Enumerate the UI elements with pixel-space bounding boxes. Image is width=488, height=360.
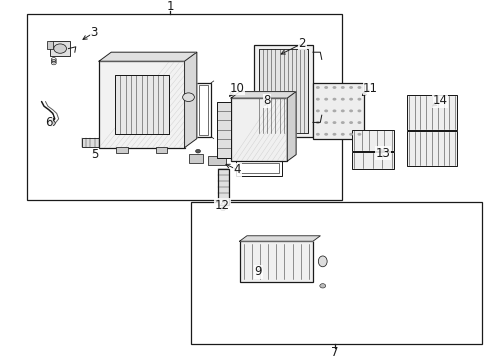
Text: 13: 13 [375,147,389,159]
Circle shape [357,109,361,112]
Bar [239,163,279,174]
Circle shape [332,98,336,100]
Circle shape [315,109,319,112]
Text: 14: 14 [432,94,447,107]
Bar [254,45,312,137]
Circle shape [340,133,344,136]
Bar [27,14,342,200]
Bar [115,75,168,134]
Circle shape [348,133,352,136]
Bar [47,41,53,49]
Circle shape [357,121,361,124]
Text: 5: 5 [90,148,98,161]
Circle shape [324,98,327,100]
Circle shape [348,109,352,112]
Circle shape [332,121,336,124]
Circle shape [357,133,361,136]
Circle shape [332,86,336,89]
Circle shape [332,133,336,136]
Circle shape [315,133,319,136]
Circle shape [315,121,319,124]
Circle shape [195,149,200,153]
Bar [198,85,208,135]
Text: 9: 9 [254,265,262,278]
Text: 11: 11 [363,82,377,95]
Polygon shape [239,236,320,241]
Polygon shape [287,91,296,161]
Circle shape [182,93,194,102]
Ellipse shape [318,256,326,267]
Circle shape [324,121,327,124]
Bar [236,161,282,176]
Circle shape [54,44,66,53]
Circle shape [319,284,325,288]
Polygon shape [184,52,196,148]
Circle shape [324,109,327,112]
Bar [312,83,364,139]
Bar [155,147,167,153]
Text: 7: 7 [330,346,338,359]
Bar [406,95,456,130]
Circle shape [348,98,352,100]
Bar [190,202,481,344]
Polygon shape [231,91,296,98]
Circle shape [348,121,352,124]
Circle shape [340,86,344,89]
Circle shape [324,86,327,89]
Bar [217,102,231,158]
Bar [239,241,312,282]
Polygon shape [99,52,196,61]
Bar [50,41,70,56]
Circle shape [47,120,55,126]
Bar [81,138,99,147]
Bar [231,98,287,161]
Bar [189,154,203,163]
Bar [217,169,228,205]
Text: 1: 1 [166,0,174,13]
Text: 6: 6 [45,116,53,129]
Circle shape [315,98,319,100]
Text: 2: 2 [298,37,305,50]
Circle shape [332,109,336,112]
Text: 10: 10 [229,82,244,95]
Text: 3: 3 [90,26,98,39]
Bar [207,156,226,165]
Text: 8: 8 [263,94,270,107]
Circle shape [315,86,319,89]
Circle shape [357,98,361,100]
Bar [406,131,456,166]
Circle shape [340,98,344,100]
Text: 12: 12 [215,199,229,212]
Circle shape [340,121,344,124]
Bar [195,83,211,137]
Bar [259,49,307,133]
Bar [99,61,184,148]
Bar [351,130,393,151]
Bar [351,152,393,169]
Bar [116,147,128,153]
Text: 4: 4 [233,163,241,176]
Circle shape [220,207,225,211]
Circle shape [324,133,327,136]
Circle shape [348,86,352,89]
Circle shape [340,109,344,112]
Circle shape [357,86,361,89]
